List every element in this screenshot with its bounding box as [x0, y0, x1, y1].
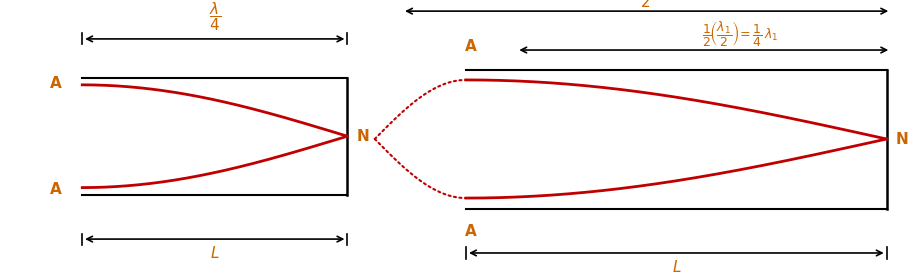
Text: A: A [465, 39, 476, 54]
Text: N: N [356, 129, 369, 144]
Text: $L$: $L$ [210, 245, 219, 261]
Text: $\dfrac{\lambda_1}{2}$: $\dfrac{\lambda_1}{2}$ [637, 0, 656, 10]
Text: $\dfrac{1}{2}\!\left(\dfrac{\lambda_1}{2}\right)\!=\dfrac{1}{4}\,\lambda_1$: $\dfrac{1}{2}\!\left(\dfrac{\lambda_1}{2… [702, 20, 779, 49]
Text: A: A [50, 76, 62, 91]
Text: $L$: $L$ [672, 259, 681, 275]
Text: A: A [465, 224, 476, 239]
Text: $\dfrac{\lambda}{4}$: $\dfrac{\lambda}{4}$ [208, 1, 221, 33]
Text: A: A [50, 182, 62, 197]
Text: N: N [896, 131, 909, 147]
